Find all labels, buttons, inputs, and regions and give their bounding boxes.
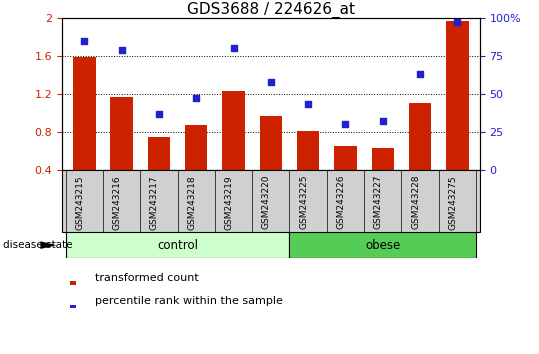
Point: [378, 118, 387, 124]
Bar: [409, 103, 431, 170]
Bar: [110, 97, 133, 170]
Text: GSM243220: GSM243220: [262, 175, 271, 229]
Text: obese: obese: [365, 239, 400, 252]
Text: GSM243228: GSM243228: [411, 175, 420, 229]
Bar: [62, 170, 480, 232]
Bar: [260, 116, 282, 170]
Text: GSM243225: GSM243225: [299, 175, 308, 229]
Text: GSM243275: GSM243275: [448, 175, 457, 229]
Bar: [297, 131, 319, 170]
Bar: [73, 57, 95, 170]
Text: transformed count: transformed count: [95, 273, 199, 282]
Point: [192, 96, 201, 101]
Polygon shape: [40, 241, 57, 249]
Text: GSM243227: GSM243227: [374, 175, 383, 229]
Title: GDS3688 / 224626_at: GDS3688 / 224626_at: [187, 1, 355, 18]
Text: GSM243226: GSM243226: [336, 175, 345, 229]
Text: disease state: disease state: [3, 240, 72, 250]
Point: [304, 102, 313, 107]
Point: [266, 79, 275, 85]
Text: percentile rank within the sample: percentile rank within the sample: [95, 296, 284, 307]
Bar: [148, 137, 170, 170]
Bar: [70, 305, 77, 308]
Point: [80, 38, 89, 44]
Bar: [289, 232, 476, 258]
Text: GSM243218: GSM243218: [187, 175, 196, 229]
Point: [416, 71, 424, 77]
Text: GSM243216: GSM243216: [113, 175, 122, 229]
Point: [453, 19, 461, 25]
Text: GSM243217: GSM243217: [150, 175, 159, 229]
Text: GSM243215: GSM243215: [75, 175, 85, 229]
Bar: [70, 281, 77, 285]
Point: [118, 47, 126, 52]
Bar: [334, 146, 357, 170]
Bar: [185, 125, 208, 170]
Bar: [66, 232, 289, 258]
Point: [341, 121, 350, 127]
Bar: [371, 148, 394, 170]
Point: [155, 111, 163, 116]
Text: GSM243219: GSM243219: [225, 175, 233, 229]
Bar: [223, 91, 245, 170]
Bar: [446, 21, 468, 170]
Point: [229, 45, 238, 51]
Text: control: control: [157, 239, 198, 252]
